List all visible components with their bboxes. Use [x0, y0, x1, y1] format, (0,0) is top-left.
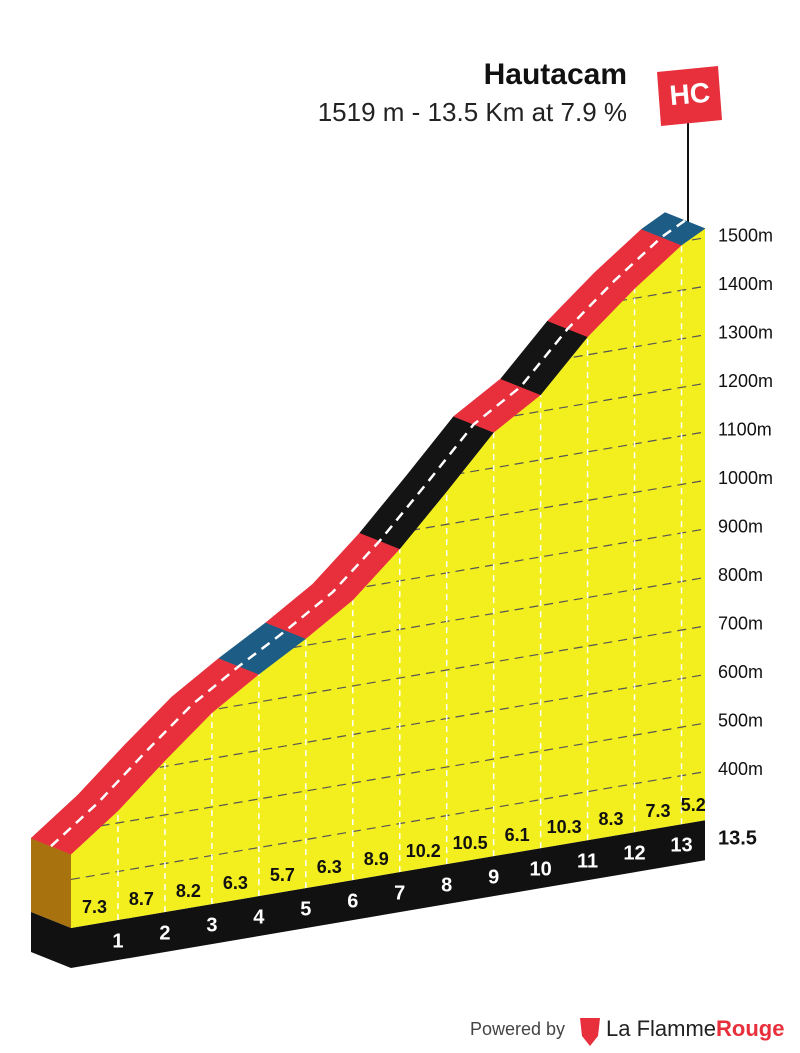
category-badge: HC [668, 77, 711, 111]
x-tick-label: 9 [488, 866, 499, 888]
gradient-label: 10.5 [453, 833, 488, 853]
y-tick-label: 400m [718, 759, 763, 779]
y-tick-label: 1200m [718, 371, 773, 391]
gradient-label: 6.3 [317, 857, 342, 877]
gradient-label: 5.2 [681, 795, 706, 815]
gradient-label: 8.2 [176, 881, 201, 901]
gradient-label: 8.3 [599, 809, 624, 829]
y-tick-label: 800m [718, 565, 763, 585]
y-tick-label: 1300m [718, 322, 773, 342]
gradient-label: 10.2 [406, 841, 441, 861]
gradient-label: 8.7 [129, 889, 154, 909]
gradient-label: 6.3 [223, 873, 248, 893]
x-tick-label: 11 [577, 850, 598, 872]
side-face [31, 838, 71, 928]
road-centerline [50, 219, 686, 848]
flag [657, 66, 722, 126]
x-tick-label: 13 [670, 834, 692, 856]
y-tick-label: 1400m [718, 274, 773, 294]
brand-name: La Flamme [606, 1016, 716, 1041]
grid-line [71, 721, 705, 832]
y-tick-label: 1000m [718, 468, 773, 488]
x-tick-label: 4 [253, 906, 265, 928]
y-tick-label: 1500m [718, 225, 773, 245]
gradient-label: 7.3 [82, 897, 107, 917]
y-tick-label: 700m [718, 614, 763, 634]
plot: 400m 500m 600m 700m 800m 900m 1000m 1100m 1200m 1… [30, 212, 773, 968]
profile-area [71, 228, 705, 929]
base-band [71, 820, 705, 968]
gradient-label: 6.1 [505, 825, 530, 845]
chart-title: Hautacam [484, 58, 627, 91]
side-base [31, 912, 71, 968]
brand: La FlammeRouge [606, 1016, 785, 1041]
powered-by: Powered by [470, 1019, 565, 1039]
x-tick-label: 3 [206, 914, 217, 936]
footer: Powered by La FlammeRouge [470, 1016, 785, 1046]
x-tick-label: 5 [300, 898, 311, 920]
y-tick-label: 900m [718, 517, 763, 537]
x-tick-label: 10 [530, 858, 552, 880]
gradient-label: 7.3 [646, 801, 671, 821]
road-segment [640, 212, 706, 246]
x-tick-label: 6 [347, 890, 358, 912]
grid-line [71, 672, 705, 783]
x-tick-label: 7 [394, 882, 405, 904]
x-tick-label: 8 [441, 874, 452, 896]
gradient-label: 5.7 [270, 865, 295, 885]
x-tick-label: 12 [623, 842, 645, 864]
x-tick-label: 1 [112, 930, 123, 952]
chart-subtitle: 1519 m - 13.5 Km at 7.9 % [318, 97, 627, 127]
gradient-label: 8.9 [364, 849, 389, 869]
x-tick-label: 2 [159, 922, 170, 944]
gradient-label: 10.3 [547, 817, 582, 837]
y-tick-label: 500m [718, 711, 763, 731]
x-tick-label: 13.5 [718, 827, 757, 849]
y-tick-label: 600m [718, 662, 763, 682]
logo-icon [580, 1018, 600, 1046]
brand-accent: Rouge [716, 1016, 784, 1041]
grid-line [71, 769, 705, 881]
y-tick-label: 1100m [718, 419, 772, 439]
